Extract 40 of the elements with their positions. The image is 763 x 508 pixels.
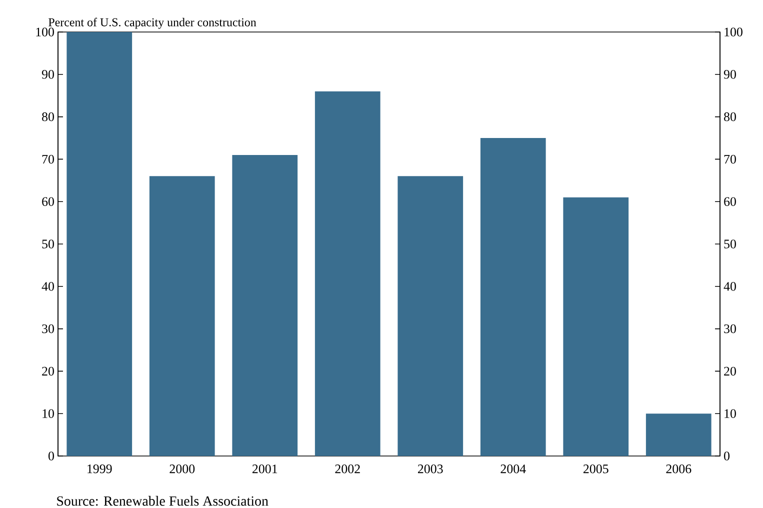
y-tick-label: 80 bbox=[42, 112, 54, 122]
y2-tick-label: 40 bbox=[724, 282, 736, 291]
bar bbox=[66, 32, 132, 456]
y-tick-label: 90 bbox=[42, 70, 54, 79]
y2-tick-label: 70 bbox=[724, 154, 736, 164]
y-tick-label: 20 bbox=[42, 366, 54, 376]
y2-tick-label: 100 bbox=[724, 28, 742, 36]
y2-tick-label: 30 bbox=[724, 324, 736, 334]
y-tick-label: 70 bbox=[42, 154, 54, 164]
x-tick-label: 2006 bbox=[666, 464, 692, 474]
bar bbox=[563, 197, 629, 456]
y-tick-label: 100 bbox=[36, 28, 54, 36]
y2-tick-label: 60 bbox=[724, 197, 736, 206]
y-tick-label: 50 bbox=[42, 240, 54, 248]
y2-tick-label: 20 bbox=[724, 366, 736, 376]
y2-tick-label: 90 bbox=[724, 70, 736, 79]
bar bbox=[314, 91, 380, 456]
bar bbox=[232, 154, 298, 456]
y-tick-label: 30 bbox=[42, 324, 54, 334]
y2-tick-label: 50 bbox=[724, 240, 736, 248]
y2-tick-label: 80 bbox=[724, 112, 736, 122]
bar bbox=[398, 176, 464, 456]
x-tick-label: 2004 bbox=[500, 464, 526, 474]
x-tick-label: 2000 bbox=[170, 464, 195, 474]
y-tick-label: 0 bbox=[48, 452, 54, 460]
y-tick-label: 10 bbox=[42, 409, 54, 418]
bar bbox=[646, 414, 712, 456]
x-tick-label: 2002 bbox=[335, 464, 360, 474]
source-note: Source: Renewable Fuels Association bbox=[57, 496, 268, 506]
x-tick-label: 2001 bbox=[252, 464, 278, 474]
y-tick-label: 60 bbox=[42, 197, 54, 206]
y-axis-title: Percent of U.S. capacity under construction bbox=[48, 18, 256, 29]
x-tick-label: 2003 bbox=[418, 464, 443, 474]
bar bbox=[480, 138, 546, 456]
x-tick-label: 1999 bbox=[88, 464, 112, 474]
y2-tick-label: 0 bbox=[724, 452, 730, 460]
x-tick-label: 2005 bbox=[583, 464, 608, 474]
y2-tick-label: 10 bbox=[724, 409, 736, 418]
y-tick-label: 40 bbox=[42, 282, 54, 291]
bar bbox=[149, 176, 215, 456]
